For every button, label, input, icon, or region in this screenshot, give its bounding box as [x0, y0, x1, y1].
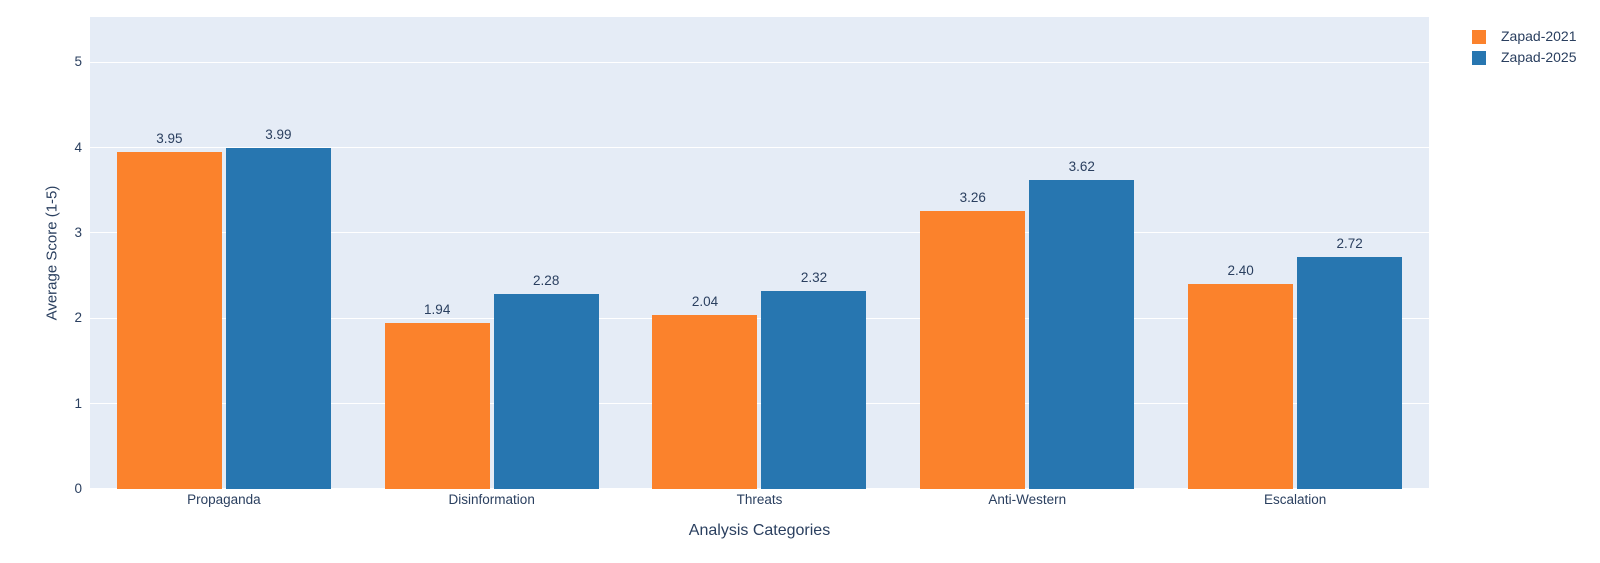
x-tick-label: Propaganda	[187, 492, 261, 507]
legend-label: Zapad-2021	[1501, 28, 1577, 44]
bar-column: 2.28	[493, 273, 599, 489]
x-tick-label: Disinformation	[448, 492, 535, 507]
x-tick-label: Anti-Western	[988, 492, 1067, 507]
y-tick-label: 1	[74, 395, 82, 411]
legend-item-zapad-2025[interactable]: Zapad-2025	[1472, 49, 1577, 66]
bar-column: 2.32	[761, 269, 867, 489]
bar-column: 3.99	[225, 127, 331, 489]
y-tick-label: 2	[74, 310, 82, 326]
bar-value-label: 2.28	[533, 273, 560, 289]
legend-swatch-icon	[1472, 50, 1486, 65]
bar-zapad-2021[interactable]	[920, 210, 1026, 489]
y-tick-label: 5	[74, 54, 82, 70]
bar-column: 1.94	[384, 302, 490, 489]
legend: Zapad-2021 Zapad-2025	[1472, 28, 1577, 70]
plot-area: 3.95 3.99 1.94 2.28 2.04 2.32 3.26 3.62 2.40 2.72	[90, 17, 1429, 489]
bar-group-threats: 2.04 2.32	[626, 17, 894, 489]
bar-group-anti-western: 3.26 3.62	[893, 17, 1161, 489]
bar-value-label: 3.99	[265, 127, 292, 143]
bar-zapad-2021[interactable]	[1188, 284, 1294, 489]
y-tick-label: 0	[74, 481, 82, 496]
legend-swatch-icon	[1472, 29, 1486, 44]
bar-group-propaganda: 3.95 3.99	[90, 17, 358, 489]
gridline	[90, 403, 1429, 405]
bar-zapad-2021[interactable]	[652, 314, 758, 489]
bar-value-label: 2.04	[691, 293, 719, 309]
bar-value-label: 2.40	[1227, 263, 1254, 279]
bar-column: 3.95	[116, 130, 222, 489]
bar-value-label: 2.72	[1336, 235, 1363, 251]
gridline	[90, 147, 1429, 149]
bar-group-escalation: 2.40 2.72	[1161, 17, 1429, 489]
gridline	[90, 232, 1429, 234]
bar-value-label: 3.95	[156, 130, 183, 146]
bar-zapad-2025[interactable]	[761, 290, 867, 489]
bar-zapad-2025[interactable]	[1029, 180, 1135, 489]
y-tick-label: 4	[74, 139, 82, 155]
bar-column: 2.04	[652, 293, 758, 489]
bar-value-label: 3.62	[1068, 159, 1095, 175]
bar-column: 3.26	[920, 189, 1026, 489]
bar-column: 2.72	[1297, 235, 1403, 489]
x-tick-label: Threats	[736, 492, 783, 507]
bar-value-label: 1.94	[424, 302, 451, 318]
bar-zapad-2025[interactable]	[225, 148, 331, 489]
x-tick-label: Escalation	[1263, 492, 1327, 507]
y-axis-title: Average Score (1-5)	[43, 185, 61, 321]
bar-zapad-2021[interactable]	[384, 323, 490, 489]
bar-zapad-2025[interactable]	[493, 294, 599, 489]
gridline	[90, 61, 1429, 63]
bar-value-label: 2.32	[800, 269, 828, 285]
bar-value-label: 3.26	[959, 189, 986, 205]
legend-label: Zapad-2025	[1501, 49, 1577, 65]
bar-groups: 3.95 3.99 1.94 2.28 2.04 2.32 3.26 3.62 2.40 2.72	[90, 17, 1429, 489]
gridline	[90, 317, 1429, 319]
bar-group-disinformation: 1.94 2.28	[358, 17, 626, 489]
legend-item-zapad-2021[interactable]: Zapad-2021	[1472, 28, 1577, 45]
bar-column: 2.40	[1188, 263, 1294, 489]
y-tick-label: 3	[74, 224, 82, 240]
bar-column: 3.62	[1029, 159, 1135, 489]
gridline	[90, 488, 1429, 489]
bar-zapad-2025[interactable]	[1297, 256, 1403, 489]
bar-zapad-2021[interactable]	[116, 151, 222, 489]
x-axis-title: Analysis Categories	[688, 522, 831, 539]
